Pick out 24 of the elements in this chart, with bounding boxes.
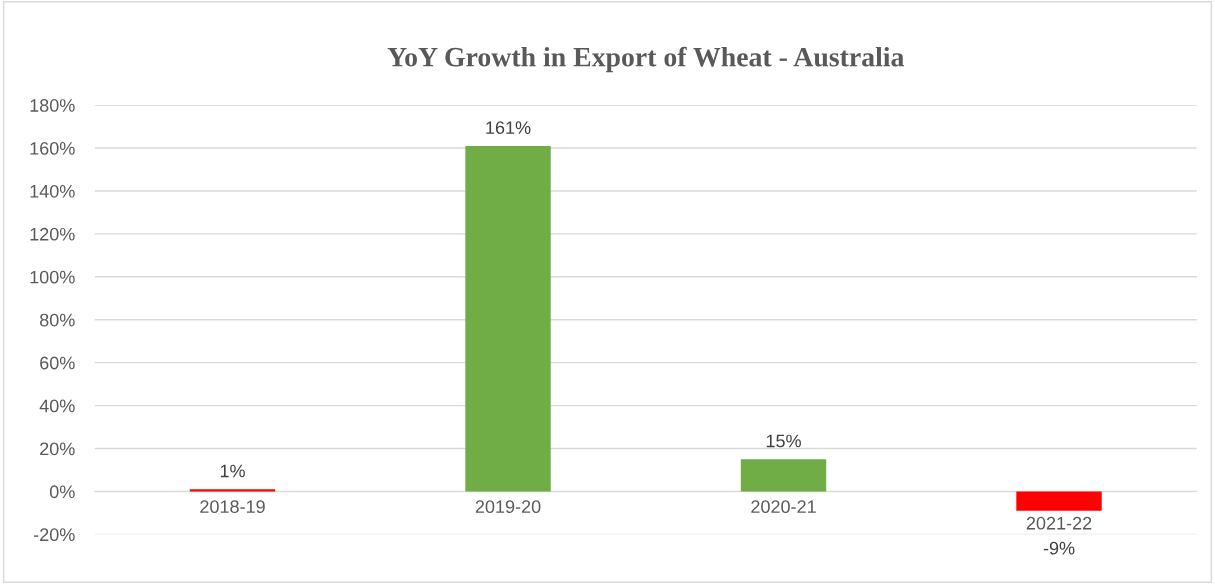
y-tick-label: 100% [30,270,75,284]
y-tick-label: 140% [30,184,75,198]
bar [740,459,827,492]
x-tick-label: 2019-20 [475,500,541,514]
bar [465,145,551,492]
bar [189,489,276,492]
y-tick-label: 180% [30,99,75,112]
y-tick-label: 40% [39,399,75,413]
data-label: 161% [486,121,531,134]
data-label: 15% [766,434,801,448]
y-tick-label: 20% [40,442,75,456]
y-tick-label: 80% [39,313,75,327]
y-tick-label: 0% [49,485,75,499]
y-tick-label: 160% [30,141,75,155]
bar [1016,491,1102,511]
x-tick-label: 2018-19 [200,500,265,514]
chart-title: YoY Growth in Export of Wheat - Australia [387,46,904,73]
x-tick-label: 2020-21 [751,500,816,514]
y-tick-label: -20% [33,528,75,542]
data-label: -9% [1043,541,1075,555]
data-label: 1% [220,464,245,478]
y-tick-label: 60% [40,356,75,370]
x-tick-label: 2021-22 [1026,516,1092,530]
y-tick-label: 120% [30,227,75,241]
